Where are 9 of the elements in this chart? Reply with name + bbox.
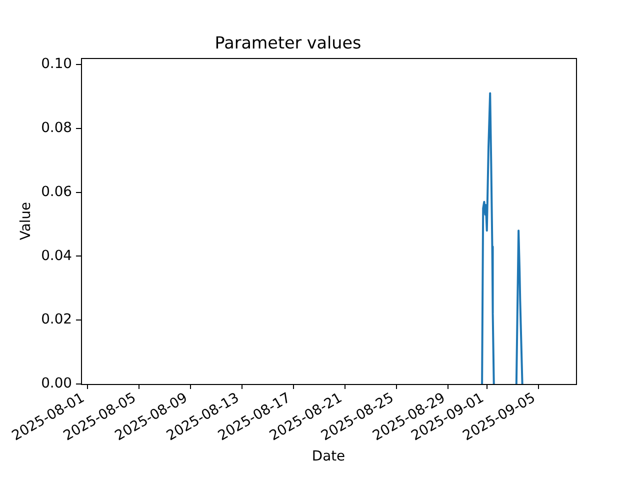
x-axis-title: Date [312, 448, 346, 464]
chart-title: Parameter values [214, 32, 362, 52]
y-tick-label: 0.04 [41, 248, 72, 264]
y-tick-label: 0.02 [41, 312, 72, 328]
y-axis-title: Value [18, 202, 34, 240]
y-tick-label: 0.08 [41, 120, 72, 136]
y-tick-label: 0.10 [41, 56, 72, 72]
y-tick-label: 0.00 [41, 376, 72, 392]
y-tick-label: 0.06 [41, 184, 72, 200]
